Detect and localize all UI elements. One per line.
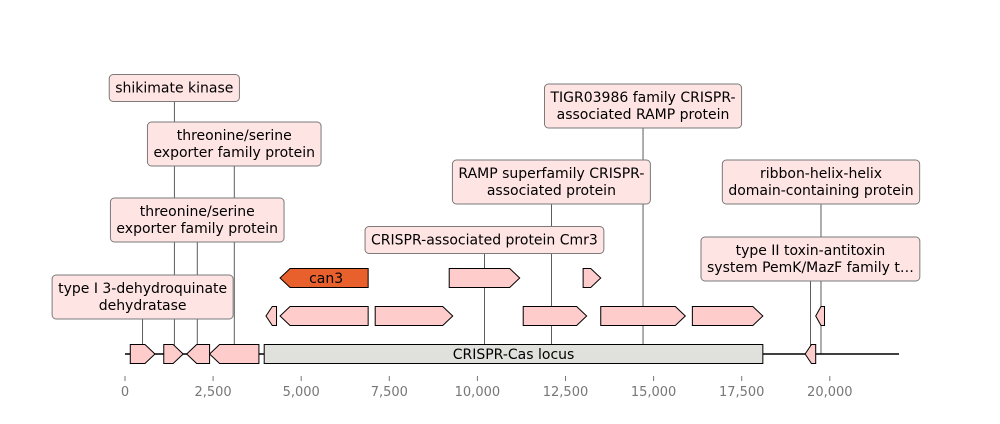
annotation-box-bg (146, 121, 322, 167)
annotation-text: shikimate kinase (115, 81, 233, 97)
axis-tick-label: 0 (121, 385, 129, 400)
annotation-box: RAMP superfamily CRISPR-associated prote… (451, 159, 651, 205)
annotation-box-bg (109, 197, 285, 243)
annotation-text: associated protein (487, 183, 616, 199)
annotation-box-bg (543, 83, 743, 129)
x-axis: 0 2,500 5,000 7,500 10,000 12,500 15,000 17,500… (121, 376, 853, 400)
annotation-text: TIGR03986 family CRISPR- (549, 90, 735, 106)
axis-tick-label: 5,000 (283, 385, 320, 400)
annotation-box-bg (700, 236, 921, 282)
annotation-text: domain-containing protein (728, 183, 913, 199)
locus-label: CRISPR-Cas locus (453, 347, 575, 363)
gene-can3 (279, 268, 369, 288)
gene-arrow (265, 306, 278, 326)
axis-tick-label: 20,000 (807, 385, 853, 400)
gene-arrow (522, 306, 588, 326)
annotation-text: threonine/serine (140, 204, 255, 220)
gene-arrow (815, 306, 826, 326)
annotation-text: RAMP superfamily CRISPR- (458, 166, 644, 182)
gene-arrow (374, 306, 454, 326)
gene-arrow (208, 344, 260, 364)
gene-arrow (804, 344, 817, 364)
annotation-text: exporter family protein (116, 221, 278, 237)
crispr-cas-locus (263, 344, 764, 364)
annotation-text: ribbon-helix-helix (760, 166, 882, 182)
gene-arrow (185, 344, 211, 364)
gene-arrow (582, 268, 602, 288)
gene-arrow (600, 306, 687, 326)
annotation-box-bg (451, 159, 651, 205)
axis-tick-label: 17,500 (719, 385, 765, 400)
annotation-box: TIGR03986 family CRISPR-associated RAMP … (543, 83, 743, 129)
gene-arrow (691, 306, 764, 326)
annotation-text: associated RAMP protein (557, 107, 730, 123)
gene-arrow (163, 344, 184, 364)
annotation-box: shikimate kinase (108, 74, 240, 102)
annotation-box-bg (721, 159, 921, 205)
genes: can3 (129, 268, 826, 364)
axis-tick-label: 2,500 (194, 385, 231, 400)
annotation-box-bg (51, 274, 234, 320)
gene-arrow (279, 306, 369, 326)
annotation-text: exporter family protein (153, 145, 315, 161)
annotation-box-bg (364, 226, 605, 254)
annotation-text: threonine/serine (177, 128, 292, 144)
annotation-box: CRISPR-associated protein Cmr3 (364, 226, 605, 254)
axis-tick-label: 7,500 (371, 385, 408, 400)
annotation-text: type II toxin-antitoxin (736, 243, 886, 259)
annotation-text: dehydratase (99, 298, 187, 314)
annotation-box-bg (108, 74, 240, 102)
annotation-text: CRISPR-associated protein Cmr3 (371, 233, 598, 249)
axis-tick-label: 15,000 (631, 385, 677, 400)
axis-tick-label: 10,000 (455, 385, 501, 400)
gene-label-can3: can3 (309, 271, 343, 287)
annotation-text: type I 3-dehydroquinate (58, 281, 227, 297)
gene-arrow (448, 268, 521, 288)
gene-arrow (129, 344, 156, 364)
annotation-text: system PemK/MazF family t… (707, 260, 914, 276)
axis-tick-label: 12,500 (543, 385, 589, 400)
